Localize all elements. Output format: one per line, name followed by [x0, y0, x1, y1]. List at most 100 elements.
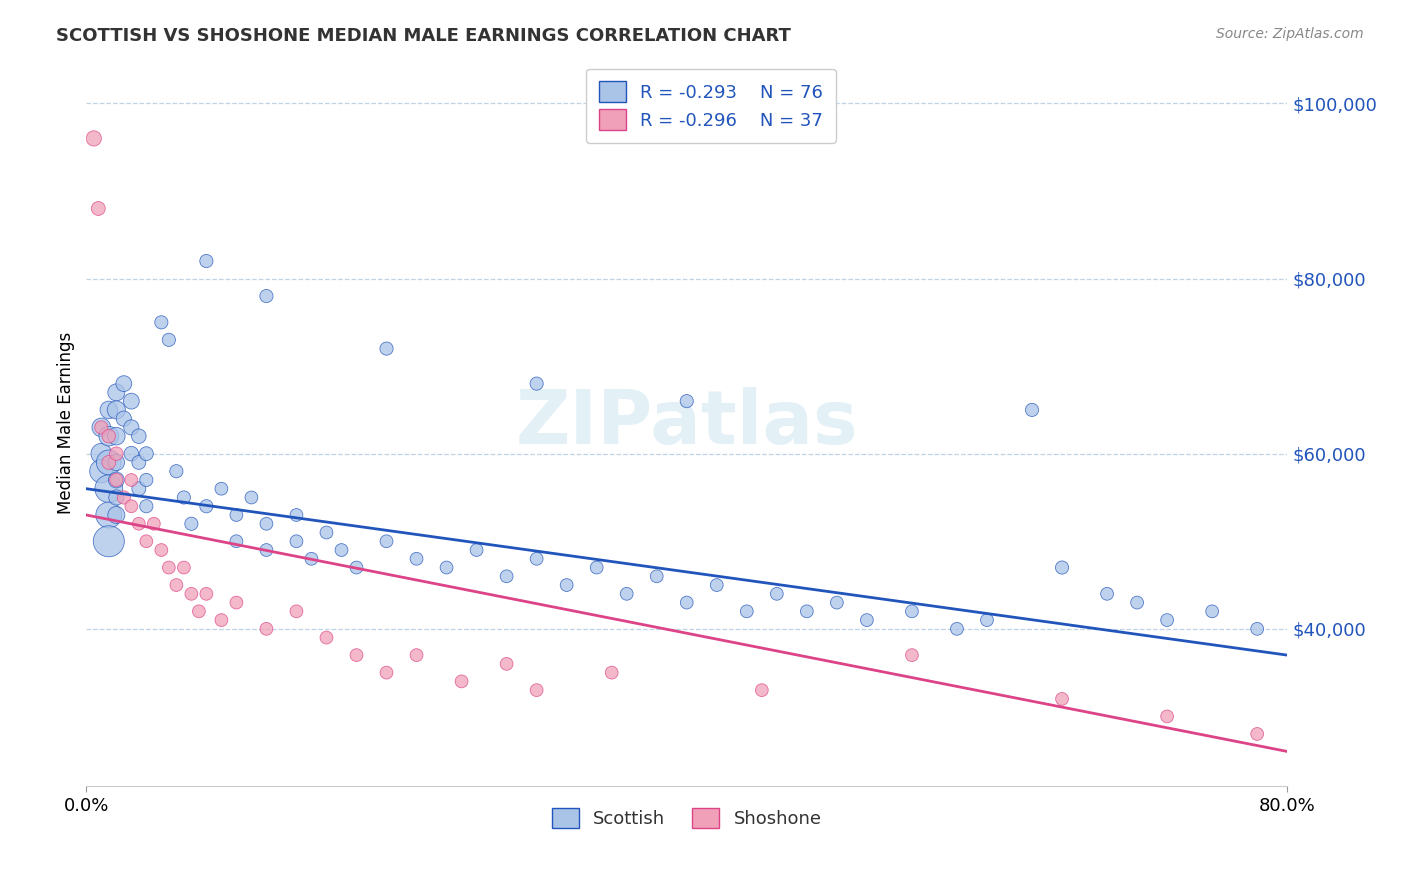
Point [90, 447, 112, 461]
Point [105, 429, 128, 443]
Point [495, 569, 517, 583]
Point [856, 613, 879, 627]
Point [128, 516, 150, 531]
Point [90, 464, 112, 478]
Point [901, 604, 924, 618]
Point [195, 254, 218, 268]
Point [346, 560, 368, 574]
Text: ZIPatlas: ZIPatlas [516, 386, 858, 459]
Point [1050, 560, 1073, 574]
Point [495, 657, 517, 671]
Point [157, 333, 180, 347]
Point [150, 543, 173, 558]
Point [254, 543, 277, 558]
Point [1021, 403, 1043, 417]
Point [796, 604, 818, 618]
Point [209, 613, 232, 627]
Point [112, 491, 135, 505]
Point [751, 683, 773, 698]
Point [1156, 709, 1178, 723]
Point [112, 376, 135, 391]
Point [675, 394, 697, 409]
Y-axis label: Median Male Earnings: Median Male Earnings [58, 332, 75, 514]
Point [645, 569, 668, 583]
Point [105, 473, 128, 487]
Point [240, 491, 263, 505]
Point [346, 648, 368, 662]
Point [180, 516, 202, 531]
Point [825, 596, 848, 610]
Point [901, 648, 924, 662]
Point [90, 420, 112, 434]
Point [105, 508, 128, 522]
Point [315, 631, 337, 645]
Point [180, 587, 202, 601]
Point [120, 394, 142, 409]
Point [135, 534, 157, 549]
Text: Source: ZipAtlas.com: Source: ZipAtlas.com [1216, 27, 1364, 41]
Point [675, 596, 697, 610]
Point [616, 587, 638, 601]
Point [600, 665, 623, 680]
Point [165, 464, 187, 478]
Point [128, 455, 150, 469]
Point [315, 525, 337, 540]
Point [1126, 596, 1149, 610]
Point [254, 622, 277, 636]
Point [1050, 692, 1073, 706]
Point [120, 447, 142, 461]
Point [128, 429, 150, 443]
Point [83, 131, 105, 145]
Point [330, 543, 353, 558]
Point [375, 342, 398, 356]
Point [285, 534, 308, 549]
Point [375, 665, 398, 680]
Point [97, 482, 120, 496]
Point [766, 587, 789, 601]
Point [135, 447, 157, 461]
Point [225, 596, 247, 610]
Point [254, 516, 277, 531]
Point [436, 560, 458, 574]
Point [526, 376, 548, 391]
Point [97, 429, 120, 443]
Point [1246, 727, 1268, 741]
Point [90, 420, 112, 434]
Point [976, 613, 998, 627]
Point [195, 500, 218, 514]
Point [735, 604, 758, 618]
Point [105, 403, 128, 417]
Point [209, 482, 232, 496]
Point [97, 508, 120, 522]
Point [97, 455, 120, 469]
Point [105, 455, 128, 469]
Point [195, 587, 218, 601]
Point [97, 455, 120, 469]
Point [165, 578, 187, 592]
Point [1156, 613, 1178, 627]
Point [706, 578, 728, 592]
Point [157, 560, 180, 574]
Point [1246, 622, 1268, 636]
Point [585, 560, 607, 574]
Point [301, 551, 323, 566]
Point [105, 385, 128, 400]
Point [97, 403, 120, 417]
Text: SCOTTISH VS SHOSHONE MEDIAN MALE EARNINGS CORRELATION CHART: SCOTTISH VS SHOSHONE MEDIAN MALE EARNING… [56, 27, 792, 45]
Point [375, 534, 398, 549]
Point [225, 508, 247, 522]
Point [97, 429, 120, 443]
Point [946, 622, 969, 636]
Point [150, 315, 173, 329]
Point [120, 473, 142, 487]
Point [105, 491, 128, 505]
Point [97, 534, 120, 549]
Point [254, 289, 277, 303]
Point [285, 604, 308, 618]
Point [105, 473, 128, 487]
Point [225, 534, 247, 549]
Legend: Scottish, Shoshone: Scottish, Shoshone [544, 800, 830, 836]
Point [450, 674, 472, 689]
Point [142, 516, 165, 531]
Point [465, 543, 488, 558]
